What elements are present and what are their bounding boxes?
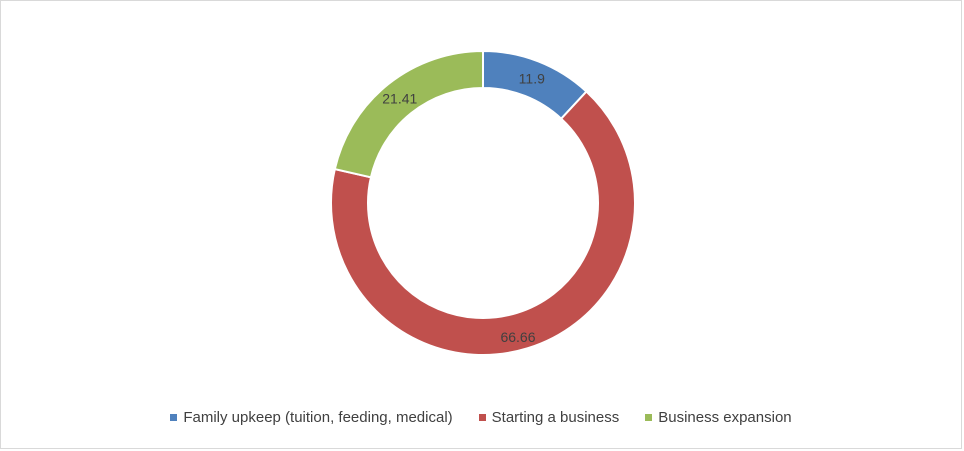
legend-label: Family upkeep (tuition, feeding, medical…: [183, 409, 453, 426]
legend-label: Starting a business: [491, 409, 620, 426]
data-label: 11.9: [519, 71, 545, 87]
legend-item-family-upkeep: Family upkeep (tuition, feeding, medical…: [170, 409, 453, 426]
slice-starting-business: [330, 90, 636, 356]
legend-swatch: [170, 414, 178, 421]
legend-swatch: [478, 414, 486, 421]
data-label: 66.66: [500, 329, 535, 345]
legend-label: Business expansion: [658, 409, 792, 426]
legend-item-starting-business: Starting a business: [478, 409, 620, 426]
legend: Family upkeep (tuition, feeding, medical…: [1, 409, 961, 426]
data-label: 21.41: [382, 91, 417, 107]
slice-business-expansion: [333, 49, 484, 179]
legend-item-business-expansion: Business expansion: [645, 409, 792, 426]
legend-swatch: [645, 414, 653, 421]
